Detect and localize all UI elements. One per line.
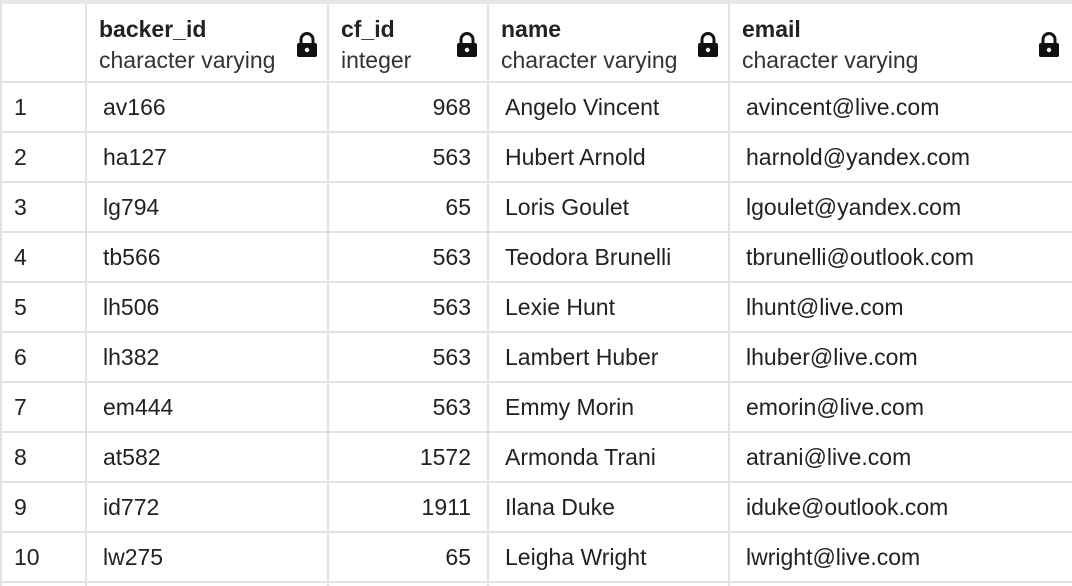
cell-cf-id[interactable]: 65 (327, 531, 489, 583)
row-number[interactable]: 6 (0, 331, 87, 383)
table-row[interactable]: 3 lg794 65 Loris Goulet lgoulet@yandex.c… (0, 181, 1072, 233)
cell-email[interactable]: emorin@live.com (728, 381, 1072, 433)
lock-icon (698, 32, 718, 57)
cell-name[interactable]: Loris Goulet (487, 181, 730, 233)
cell-backer-id[interactable]: av166 (85, 81, 329, 133)
cell-email[interactable]: lgoulet@yandex.com (728, 181, 1072, 233)
cell-name[interactable]: Leigha Wright (487, 531, 730, 583)
cell-cf-id[interactable]: 563 (327, 331, 489, 383)
column-header-name[interactable]: name character varying (487, 0, 730, 83)
row-number[interactable]: 2 (0, 131, 87, 183)
table-body: 1 av166 968 Angelo Vincent avincent@live… (0, 81, 1072, 586)
table-row[interactable]: 9 id772 1911 Ilana Duke iduke@outlook.co… (0, 481, 1072, 533)
cell-cf-id[interactable]: 563 (327, 131, 489, 183)
lock-icon (297, 32, 317, 57)
empty-cell (0, 581, 87, 586)
column-name: name (501, 16, 562, 42)
column-header-email[interactable]: email character varying (728, 0, 1072, 83)
cell-email[interactable]: atrani@live.com (728, 431, 1072, 483)
cell-backer-id[interactable]: lh382 (85, 331, 329, 383)
cell-backer-id[interactable]: lh506 (85, 281, 329, 333)
row-number[interactable]: 4 (0, 231, 87, 283)
lock-icon (457, 32, 477, 57)
row-number[interactable]: 5 (0, 281, 87, 333)
cell-name[interactable]: Emmy Morin (487, 381, 730, 433)
cell-backer-id[interactable]: ha127 (85, 131, 329, 183)
row-number[interactable]: 7 (0, 381, 87, 433)
column-name: email (742, 16, 801, 42)
column-type: character varying (742, 47, 919, 73)
cell-cf-id[interactable]: 65 (327, 181, 489, 233)
lock-icon (1039, 32, 1059, 57)
cell-backer-id[interactable]: at582 (85, 431, 329, 483)
cell-backer-id[interactable]: id772 (85, 481, 329, 533)
cell-backer-id[interactable]: lw275 (85, 531, 329, 583)
cell-name[interactable]: Armonda Trani (487, 431, 730, 483)
column-type: character varying (99, 47, 276, 73)
header-row: backer_id character varying cf_id intege… (0, 0, 1072, 83)
row-number-header[interactable] (0, 0, 87, 83)
cell-email[interactable]: tbrunelli@outlook.com (728, 231, 1072, 283)
column-type: character varying (501, 47, 678, 73)
table-header: backer_id character varying cf_id intege… (0, 0, 1072, 83)
cell-email[interactable]: lwright@live.com (728, 531, 1072, 583)
cell-backer-id[interactable]: em444 (85, 381, 329, 433)
empty-cell (85, 581, 329, 586)
cell-email[interactable]: lhunt@live.com (728, 281, 1072, 333)
column-name: backer_id (99, 16, 207, 42)
cell-email[interactable]: iduke@outlook.com (728, 481, 1072, 533)
table-row[interactable]: 6 lh382 563 Lambert Huber lhuber@live.co… (0, 331, 1072, 383)
table-row[interactable]: 5 lh506 563 Lexie Hunt lhunt@live.com (0, 281, 1072, 333)
row-number[interactable]: 3 (0, 181, 87, 233)
cell-cf-id[interactable]: 563 (327, 231, 489, 283)
empty-cell (487, 581, 730, 586)
cell-email[interactable]: harnold@yandex.com (728, 131, 1072, 183)
cell-cf-id[interactable]: 1572 (327, 431, 489, 483)
cell-name[interactable]: Lexie Hunt (487, 281, 730, 333)
cell-cf-id[interactable]: 1911 (327, 481, 489, 533)
column-name: cf_id (341, 16, 395, 42)
table-row-partial (0, 581, 1072, 586)
row-number[interactable]: 1 (0, 81, 87, 133)
cell-name[interactable]: Angelo Vincent (487, 81, 730, 133)
cell-cf-id[interactable]: 968 (327, 81, 489, 133)
column-header-cf-id[interactable]: cf_id integer (327, 0, 489, 83)
column-type: integer (341, 47, 412, 73)
cell-name[interactable]: Hubert Arnold (487, 131, 730, 183)
cell-email[interactable]: avincent@live.com (728, 81, 1072, 133)
empty-cell (327, 581, 489, 586)
row-number[interactable]: 8 (0, 431, 87, 483)
table-row[interactable]: 8 at582 1572 Armonda Trani atrani@live.c… (0, 431, 1072, 483)
cell-name[interactable]: Lambert Huber (487, 331, 730, 383)
row-number[interactable]: 10 (0, 531, 87, 583)
table-row[interactable]: 10 lw275 65 Leigha Wright lwright@live.c… (0, 531, 1072, 583)
table-row[interactable]: 7 em444 563 Emmy Morin emorin@live.com (0, 381, 1072, 433)
table-row[interactable]: 1 av166 968 Angelo Vincent avincent@live… (0, 81, 1072, 133)
table-row[interactable]: 2 ha127 563 Hubert Arnold harnold@yandex… (0, 131, 1072, 183)
cell-cf-id[interactable]: 563 (327, 281, 489, 333)
cell-cf-id[interactable]: 563 (327, 381, 489, 433)
cell-backer-id[interactable]: tb566 (85, 231, 329, 283)
table-row[interactable]: 4 tb566 563 Teodora Brunelli tbrunelli@o… (0, 231, 1072, 283)
empty-cell (728, 581, 1072, 586)
cell-backer-id[interactable]: lg794 (85, 181, 329, 233)
row-number[interactable]: 9 (0, 481, 87, 533)
cell-email[interactable]: lhuber@live.com (728, 331, 1072, 383)
column-header-backer-id[interactable]: backer_id character varying (85, 0, 329, 83)
cell-name[interactable]: Teodora Brunelli (487, 231, 730, 283)
cell-name[interactable]: Ilana Duke (487, 481, 730, 533)
